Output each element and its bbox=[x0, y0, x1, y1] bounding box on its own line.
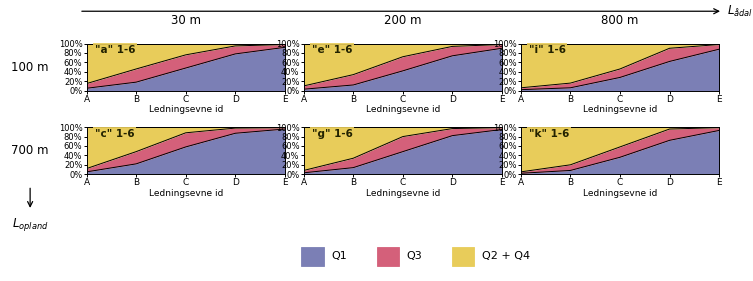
Text: "i" 1-6: "i" 1-6 bbox=[529, 45, 566, 55]
Text: $\mathit{L}_{\mathit{opland}}$: $\mathit{L}_{\mathit{opland}}$ bbox=[12, 216, 48, 233]
Text: 200 m: 200 m bbox=[384, 14, 422, 27]
Text: "g" 1-6: "g" 1-6 bbox=[312, 129, 352, 139]
Text: 700 m: 700 m bbox=[11, 144, 49, 157]
X-axis label: Ledningsevne id: Ledningsevne id bbox=[366, 105, 440, 114]
X-axis label: Ledningsevne id: Ledningsevne id bbox=[583, 105, 657, 114]
Text: "e" 1-6: "e" 1-6 bbox=[312, 45, 352, 55]
Text: "c" 1-6: "c" 1-6 bbox=[95, 129, 134, 139]
Text: "a" 1-6: "a" 1-6 bbox=[95, 45, 135, 55]
Text: Q3: Q3 bbox=[407, 251, 422, 261]
X-axis label: Ledningsevne id: Ledningsevne id bbox=[583, 189, 657, 198]
Text: 100 m: 100 m bbox=[11, 61, 49, 74]
Text: $\mathit{L}_{\mathit{ådal}}$: $\mathit{L}_{\mathit{ådal}}$ bbox=[727, 4, 753, 19]
Text: 800 m: 800 m bbox=[602, 14, 639, 27]
X-axis label: Ledningsevne id: Ledningsevne id bbox=[148, 189, 223, 198]
X-axis label: Ledningsevne id: Ledningsevne id bbox=[148, 105, 223, 114]
Text: "k" 1-6: "k" 1-6 bbox=[529, 129, 569, 139]
Text: 30 m: 30 m bbox=[171, 14, 201, 27]
X-axis label: Ledningsevne id: Ledningsevne id bbox=[366, 189, 440, 198]
Text: Q2 + Q4: Q2 + Q4 bbox=[482, 251, 530, 261]
Text: Q1: Q1 bbox=[331, 251, 347, 261]
